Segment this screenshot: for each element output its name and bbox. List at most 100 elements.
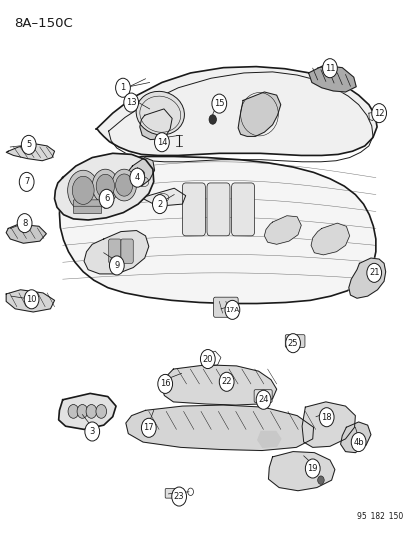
Circle shape <box>305 459 319 478</box>
Circle shape <box>99 189 114 208</box>
Ellipse shape <box>136 91 184 135</box>
Circle shape <box>85 422 100 441</box>
FancyBboxPatch shape <box>254 390 271 402</box>
Polygon shape <box>128 158 154 186</box>
Text: 3: 3 <box>89 427 95 436</box>
Circle shape <box>219 372 233 391</box>
Polygon shape <box>59 393 116 430</box>
Text: 6: 6 <box>104 195 109 203</box>
Circle shape <box>86 405 97 418</box>
Circle shape <box>109 256 124 275</box>
Polygon shape <box>348 258 385 298</box>
Circle shape <box>256 390 270 409</box>
Polygon shape <box>310 223 349 255</box>
Text: 7: 7 <box>24 177 29 187</box>
Circle shape <box>157 374 172 393</box>
Polygon shape <box>237 92 280 136</box>
Circle shape <box>115 78 130 98</box>
Polygon shape <box>301 402 354 447</box>
Circle shape <box>68 405 78 418</box>
Circle shape <box>115 174 133 196</box>
Circle shape <box>92 169 118 203</box>
Polygon shape <box>308 66 355 92</box>
Text: 10: 10 <box>26 295 37 304</box>
Circle shape <box>211 94 226 113</box>
Polygon shape <box>6 224 46 243</box>
FancyBboxPatch shape <box>182 183 205 236</box>
Polygon shape <box>161 365 276 405</box>
Text: 15: 15 <box>214 99 224 108</box>
Circle shape <box>371 103 386 123</box>
Circle shape <box>317 476 323 484</box>
FancyBboxPatch shape <box>73 200 102 207</box>
Text: 22: 22 <box>221 377 231 386</box>
Polygon shape <box>96 67 376 156</box>
Text: 11: 11 <box>324 63 335 72</box>
Text: 2: 2 <box>157 199 162 208</box>
FancyBboxPatch shape <box>121 239 133 263</box>
Circle shape <box>366 263 381 282</box>
Text: 17: 17 <box>143 423 154 432</box>
Polygon shape <box>257 432 280 447</box>
Text: 1: 1 <box>120 83 125 92</box>
Polygon shape <box>340 422 370 453</box>
Circle shape <box>21 135 36 155</box>
Polygon shape <box>264 216 301 244</box>
Circle shape <box>130 168 145 187</box>
FancyBboxPatch shape <box>231 183 254 236</box>
Text: 19: 19 <box>307 464 317 473</box>
Text: 8: 8 <box>22 219 27 228</box>
Text: 20: 20 <box>202 354 213 364</box>
Text: 23: 23 <box>173 492 184 501</box>
Circle shape <box>67 170 99 211</box>
Text: 9: 9 <box>114 261 119 270</box>
Polygon shape <box>84 231 148 274</box>
Circle shape <box>96 174 114 198</box>
Circle shape <box>24 290 39 309</box>
Circle shape <box>123 93 138 112</box>
Circle shape <box>322 59 337 78</box>
Polygon shape <box>55 154 153 220</box>
Circle shape <box>225 300 239 319</box>
FancyBboxPatch shape <box>285 335 304 348</box>
Circle shape <box>72 176 94 205</box>
Circle shape <box>138 170 145 179</box>
Circle shape <box>285 334 300 353</box>
Circle shape <box>77 405 88 418</box>
Text: 14: 14 <box>156 138 167 147</box>
Text: 24: 24 <box>258 395 268 404</box>
Polygon shape <box>59 157 375 303</box>
Text: 8A–150C: 8A–150C <box>14 17 73 30</box>
Circle shape <box>17 214 32 233</box>
Polygon shape <box>268 451 334 491</box>
Polygon shape <box>6 290 55 312</box>
Text: 13: 13 <box>126 98 136 107</box>
Polygon shape <box>140 109 172 140</box>
Text: 25: 25 <box>287 338 298 348</box>
Polygon shape <box>6 144 55 161</box>
FancyBboxPatch shape <box>206 183 229 236</box>
Text: 4b: 4b <box>352 438 363 447</box>
Polygon shape <box>95 169 132 199</box>
Text: 18: 18 <box>320 413 331 422</box>
Polygon shape <box>126 405 313 450</box>
Text: 17A: 17A <box>225 307 239 313</box>
Text: 12: 12 <box>373 109 383 118</box>
Text: 4: 4 <box>134 173 140 182</box>
FancyBboxPatch shape <box>213 297 237 317</box>
Circle shape <box>200 350 215 368</box>
Text: 95 182 150: 95 182 150 <box>356 512 403 521</box>
Circle shape <box>24 178 29 185</box>
Circle shape <box>318 408 333 427</box>
FancyBboxPatch shape <box>165 489 179 498</box>
FancyBboxPatch shape <box>108 239 121 263</box>
Text: 5: 5 <box>26 140 31 149</box>
Circle shape <box>209 115 216 124</box>
Polygon shape <box>141 188 185 206</box>
Circle shape <box>152 195 167 214</box>
Polygon shape <box>59 171 100 201</box>
Text: 16: 16 <box>159 379 170 389</box>
Circle shape <box>19 172 34 191</box>
Circle shape <box>154 133 169 152</box>
Circle shape <box>96 405 106 418</box>
